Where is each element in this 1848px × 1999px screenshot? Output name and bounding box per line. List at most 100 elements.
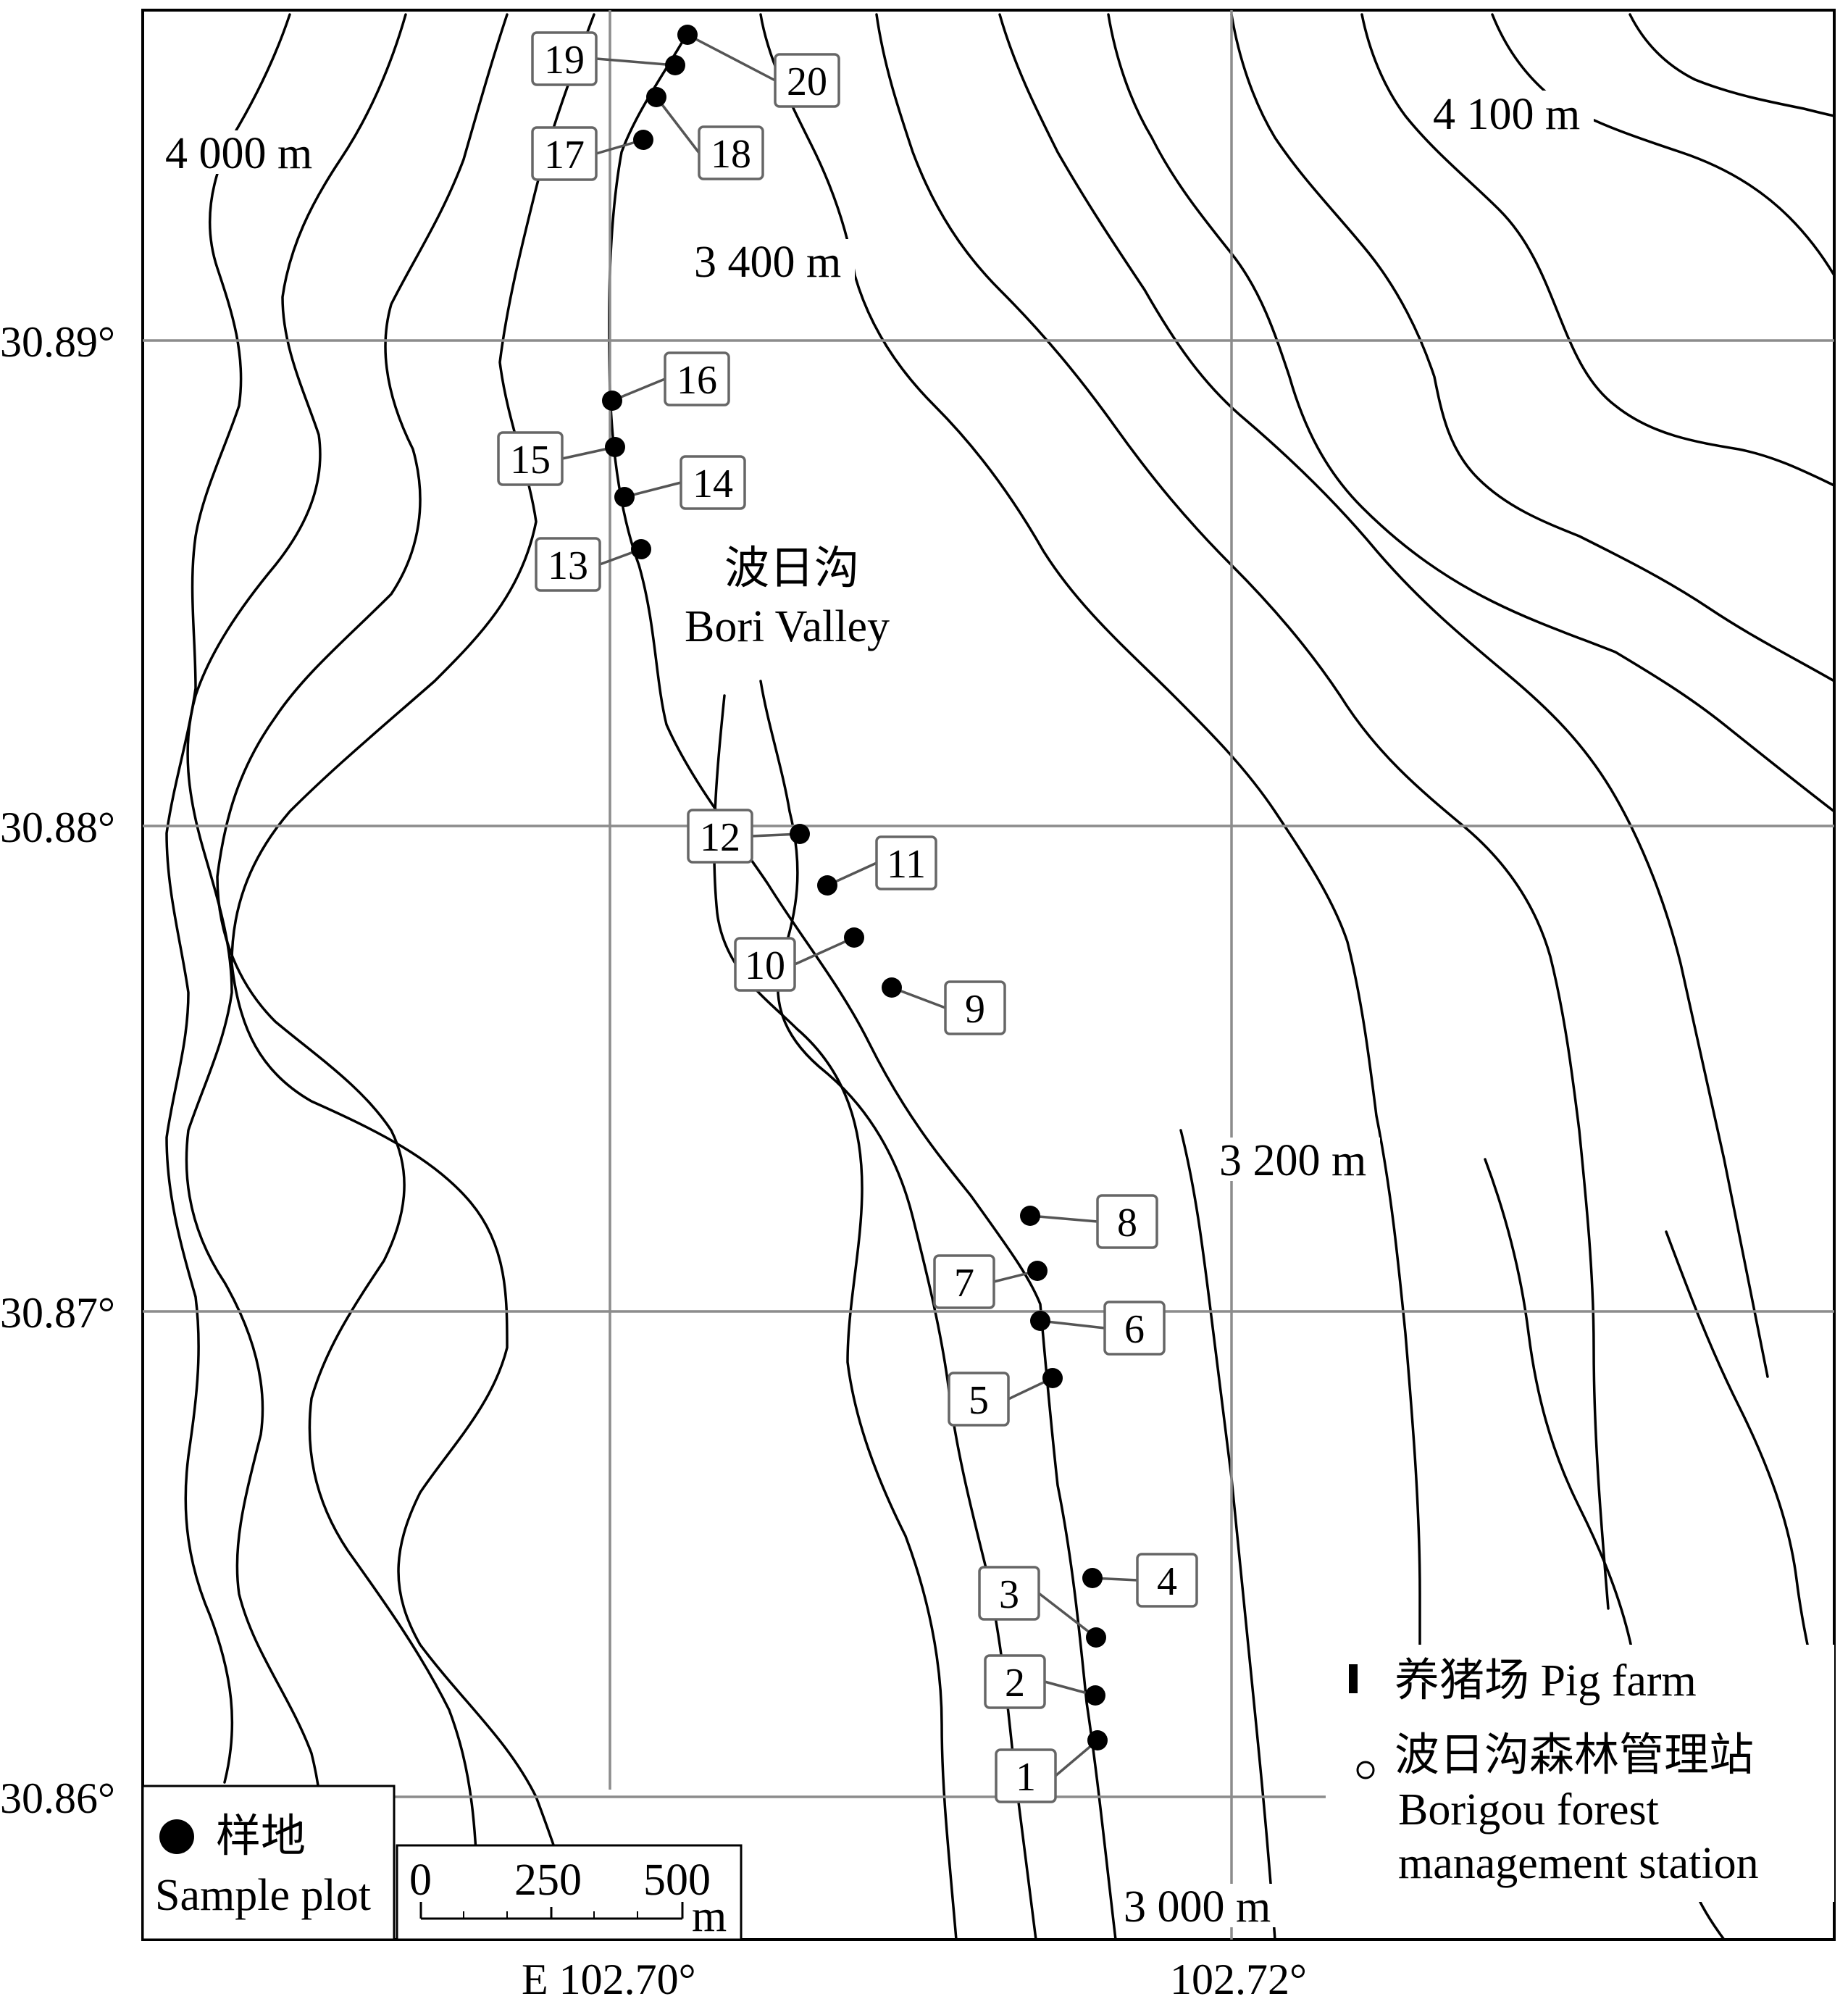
plot-number-label: 1 <box>1016 1755 1036 1800</box>
legend-station-cn: 波日沟森林管理站 <box>1395 1731 1754 1780</box>
plot-number-label: 4 <box>1157 1559 1177 1604</box>
plot-number-label: 18 <box>711 132 751 177</box>
plot-number-box <box>933 1254 995 1309</box>
plot-number-label: 3 <box>999 1572 1019 1617</box>
plot-number-box <box>1136 1553 1198 1608</box>
plot-number-label: 11 <box>887 842 926 887</box>
sample-plot-dot[interactable] <box>1087 1730 1108 1750</box>
forest-station-icon <box>1356 1761 1375 1779</box>
sample-plot-dot[interactable] <box>646 87 666 107</box>
plot-leader-line <box>1037 1592 1097 1639</box>
plot-leader-line <box>595 57 676 67</box>
sample-plot-dot[interactable] <box>1085 1685 1105 1706</box>
plot-number-box <box>948 1372 1010 1427</box>
sample-plot-dot[interactable] <box>790 824 810 844</box>
plot-number-box <box>1103 1301 1166 1356</box>
scale-bar: 0 250 500 m <box>396 1844 743 1941</box>
plot-number-label: 13 <box>548 543 588 588</box>
plot-number-box <box>680 455 746 510</box>
sample-plot-dot[interactable] <box>844 927 864 948</box>
graticule <box>143 10 1834 1940</box>
lat-tick-label: 30.89° <box>0 318 115 366</box>
sample-plot-dot[interactable] <box>633 130 653 150</box>
lon-tick-label: 102.72° <box>1170 1956 1307 1999</box>
plot-number-label: 5 <box>969 1378 989 1423</box>
sample-plot-dot[interactable] <box>631 539 651 559</box>
scale-tick-label: 250 <box>514 1856 582 1905</box>
plot-number-label: 7 <box>954 1261 974 1306</box>
latitude-labels: 30.89° 30.88° 30.87° 30.86° <box>0 318 115 1822</box>
plot-number-box <box>1096 1194 1158 1249</box>
sample-plot-dot[interactable] <box>1086 1627 1106 1648</box>
sample-plot-dot[interactable] <box>817 875 837 896</box>
sample-plot-dot[interactable] <box>1030 1311 1050 1331</box>
longitude-labels: E 102.70° 102.72° <box>522 1956 1307 1999</box>
plot-number-label: 19 <box>544 38 585 83</box>
plot-number-box <box>698 125 764 180</box>
legend-station-en-2: management station <box>1398 1839 1759 1888</box>
plot-number-box <box>535 537 601 592</box>
sample-plot-dot[interactable] <box>665 55 685 75</box>
plot-number-box <box>978 1566 1040 1621</box>
lat-tick-label: 30.88° <box>0 804 115 851</box>
elevation-labels: 4 000 m 4 100 m 3 400 m 3 200 m 3 000 m <box>163 90 1594 1932</box>
plot-number-label: 2 <box>1005 1661 1025 1706</box>
sample-plot-dot[interactable] <box>614 487 635 507</box>
plot-number-box <box>774 53 840 108</box>
scale-tick-label: 0 <box>409 1856 432 1905</box>
sample-plot-dot[interactable] <box>1020 1206 1040 1226</box>
plot-number-label: 10 <box>745 943 785 988</box>
plot-number-box <box>687 809 753 864</box>
sample-plot-dot[interactable] <box>1042 1368 1063 1388</box>
lat-tick-label: 30.87° <box>0 1289 115 1337</box>
sample-plot-dot[interactable] <box>677 25 698 45</box>
plot-number-label: 12 <box>700 815 740 860</box>
plot-leader-line <box>687 33 776 82</box>
plot-number-box <box>531 31 598 86</box>
sample-plot-dot[interactable] <box>1027 1261 1048 1281</box>
sample-plot-dot[interactable] <box>605 437 625 457</box>
sample-plot-icon <box>159 1819 194 1854</box>
legend-sample-plot: 样地 Sample plot <box>141 1785 396 1941</box>
valley-name: 波日沟 Bori Valley <box>681 540 913 651</box>
plot-number-box <box>984 1654 1046 1709</box>
sample-plot-dot[interactable] <box>882 977 902 998</box>
plot-number-box <box>944 980 1006 1035</box>
plot-number-box <box>531 126 598 181</box>
lat-tick-label: 30.86° <box>0 1774 115 1822</box>
legend-sample-plot-cn: 样地 <box>216 1812 306 1861</box>
elevation-label: 3 000 m <box>1124 1882 1271 1932</box>
legend-sample-plot-en: Sample plot <box>155 1871 371 1920</box>
pig-farm-icon <box>1349 1664 1358 1693</box>
plot-number-label: 6 <box>1124 1307 1145 1352</box>
plot-number-label: 20 <box>787 59 827 104</box>
sample-plot-dot[interactable] <box>602 391 622 411</box>
plot-number-label: 14 <box>693 462 733 506</box>
sample-plot-dot[interactable] <box>1082 1568 1103 1588</box>
plot-leader-line <box>1040 1319 1105 1330</box>
legend-pig-farm: 养猪场 Pig farm <box>1395 1656 1697 1706</box>
plot-leader-line <box>794 936 855 966</box>
plot-number-label: 17 <box>544 133 585 178</box>
elevation-label: 3 400 m <box>694 238 841 287</box>
plot-number-box <box>664 351 730 406</box>
valley-name-en: Bori Valley <box>685 602 890 651</box>
plot-number-label: 15 <box>510 438 551 483</box>
scale-unit: m <box>692 1892 727 1941</box>
plot-number-label: 8 <box>1117 1201 1137 1245</box>
plot-number-box <box>995 1748 1057 1803</box>
legend-facilities: 养猪场 Pig farm 波日沟森林管理站 Borigou forest man… <box>1329 1645 1834 1902</box>
elevation-label: 3 200 m <box>1219 1136 1366 1185</box>
elevation-label: 4 000 m <box>165 129 312 178</box>
plot-number-label: 9 <box>965 987 985 1032</box>
valley-name-cn: 波日沟 <box>724 544 859 593</box>
lon-tick-label: E 102.70° <box>522 1956 696 1999</box>
plot-number-box <box>734 937 796 992</box>
elevation-label: 4 100 m <box>1433 90 1580 139</box>
legend-station-en-1: Borigou forest <box>1398 1785 1659 1835</box>
plot-leader-line <box>655 96 701 154</box>
plot-leader-line <box>1029 1214 1098 1223</box>
plot-number-box <box>497 431 564 486</box>
